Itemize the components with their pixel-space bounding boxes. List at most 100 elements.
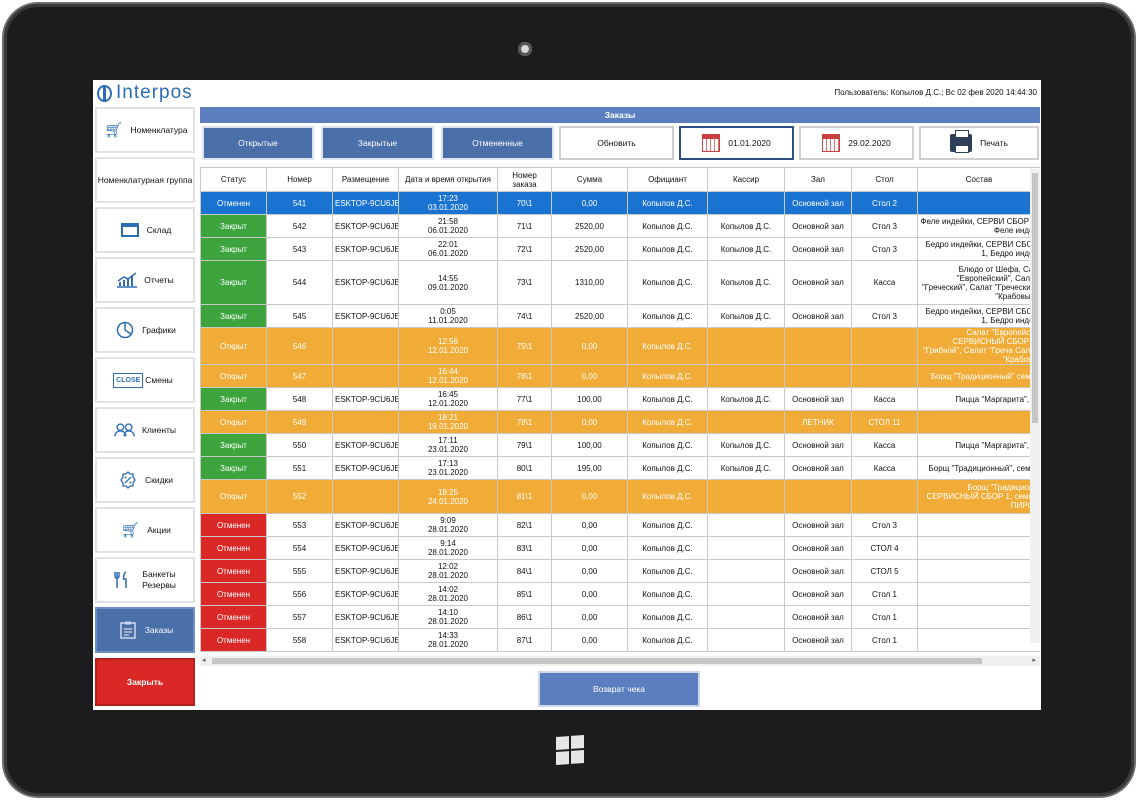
scroll-right-icon[interactable]: ▸ [1032, 657, 1036, 664]
order-time: 18:21 [437, 413, 459, 422]
table-cell: Касса [851, 456, 918, 480]
print-label: Печать [980, 138, 1008, 148]
waiter-cell: Копылов Д.С. [627, 513, 708, 537]
sidebar-item-nomenclature-group[interactable]: Номенклатурная группа [95, 157, 195, 203]
cashier-cell: Копылов Д.С. [707, 433, 785, 457]
col-header-number[interactable]: Номер [266, 167, 333, 192]
date-from-button[interactable]: 01.01.2020 [679, 126, 794, 160]
items-cell [917, 536, 1040, 560]
table-row[interactable]: Отменен 541 ESKTOP-9CU6JES 17:23 03.01.2020 7… [200, 191, 1040, 215]
number-cell: 547 [266, 364, 333, 388]
col-header-table[interactable]: Стол [851, 167, 918, 192]
sidebar-item-shifts[interactable]: CLOSE Смены [95, 357, 195, 403]
sidebar-item-promotions[interactable]: 🛒︎ Акции [95, 507, 195, 553]
order-date: 28.01.2020 [427, 640, 469, 649]
number-cell: 548 [266, 387, 333, 411]
hall-cell: Основной зал [784, 260, 852, 305]
hall-cell: Основной зал [784, 582, 852, 606]
sidebar-item-warehouse[interactable]: Склад [95, 207, 195, 253]
horizontal-scroll-thumb[interactable] [212, 658, 982, 664]
cashier-cell [707, 513, 785, 537]
cashier-cell [707, 536, 785, 560]
table-row[interactable]: Отменен 553 ESKTOP-9CU6JES 9:09 28.01.2020 82… [200, 513, 1040, 537]
sidebar-item-charts[interactable]: Графики [95, 307, 195, 353]
table-row[interactable]: Закрыт 545 ESKTOP-9CU6JES 0:05 11.01.2020 74\… [200, 304, 1040, 328]
windows-logo-icon[interactable] [556, 735, 584, 765]
col-header-waiter[interactable]: Официант [627, 167, 708, 192]
col-header-status[interactable]: Статус [200, 167, 267, 192]
sidebar-item-orders[interactable]: Заказы [95, 607, 195, 653]
number-cell: 555 [266, 559, 333, 583]
vertical-scroll-thumb[interactable] [1032, 173, 1038, 423]
date-to-button[interactable]: 29.02.2020 [799, 126, 914, 160]
table-row[interactable]: Закрыт 543 ESKTOP-9CU6JES 22:01 06.01.2020 72… [200, 237, 1040, 261]
table-row[interactable]: Отменен 557 ESKTOP-9CU6JES 14:10 28.01.2020 8… [200, 605, 1040, 629]
table-row[interactable]: Закрыт 542 ESKTOP-9CU6JES 21:58 06.01.2020 71… [200, 214, 1040, 238]
cutlery-icon [111, 571, 133, 589]
sidebar-item-discounts[interactable]: Скидки [95, 457, 195, 503]
hall-cell [784, 327, 852, 365]
cashier-cell: Копылов Д.С. [707, 237, 785, 261]
number-cell: 558 [266, 628, 333, 652]
hall-cell: Основной зал [784, 387, 852, 411]
place-cell: ESKTOP-9CU6JES [332, 536, 399, 560]
print-button[interactable]: Печать [919, 126, 1039, 160]
filter-open-button[interactable]: Открытые [202, 126, 314, 160]
table-cell: СТОЛ 11 [851, 410, 918, 434]
sidebar-item-banquets[interactable]: Банкеты Резервы [95, 557, 195, 603]
status-cell: Закрыт [200, 387, 267, 411]
hall-cell: Основной зал [784, 536, 852, 560]
order-time: 0:05 [440, 307, 456, 316]
status-cell: Открыт [200, 364, 267, 388]
filter-closed-button[interactable]: Закрытые [321, 126, 434, 160]
table-row[interactable]: Отменен 556 ESKTOP-9CU6JES 14:02 28.01.2020 8… [200, 582, 1040, 606]
table-row[interactable]: Закрыт 550 ESKTOP-9CU6JES 17:11 23.01.2020 79… [200, 433, 1040, 457]
table-row[interactable]: Отменен 554 ESKTOP-9CU6JES 9:14 28.01.2020 83… [200, 536, 1040, 560]
waiter-cell: Копылов Д.С. [627, 605, 708, 629]
datetime-cell: 14:33 28.01.2020 [398, 628, 498, 652]
col-header-items[interactable]: Состав [917, 167, 1040, 192]
return-receipt-button[interactable]: Возврат чека [538, 671, 700, 707]
col-header-cashier[interactable]: Кассир [707, 167, 785, 192]
waiter-cell: Копылов Д.С. [627, 260, 708, 305]
order-time: 12:56 [437, 337, 459, 346]
table-row[interactable]: Закрыт 544 ESKTOP-9CU6JES 14:55 09.01.2020 73… [200, 260, 1040, 305]
filter-cancelled-button[interactable]: Отмененные [441, 126, 554, 160]
scroll-left-icon[interactable]: ◂ [202, 657, 206, 664]
table-row[interactable]: Отменен 555 ESKTOP-9CU6JES 12:02 28.01.2020 8… [200, 559, 1040, 583]
sidebar-item-nomenclature[interactable]: 🛒︎ Номенклатура [95, 107, 195, 153]
sidebar-item-clients[interactable]: Клиенты [95, 407, 195, 453]
table-row[interactable]: Закрыт 551 ESKTOP-9CU6JES 17:13 23.01.2020 80… [200, 456, 1040, 480]
close-button[interactable]: Закрыть [95, 658, 195, 706]
col-header-place[interactable]: Размещение [332, 167, 399, 192]
col-header-opened[interactable]: Дата и время открытия [398, 167, 498, 192]
table-cell [851, 364, 918, 388]
refresh-button[interactable]: Обновить [559, 126, 674, 160]
vertical-scrollbar[interactable] [1030, 169, 1040, 643]
table-row[interactable]: Закрыт 548 ESKTOP-9CU6JES 16:45 12.01.2020 77… [200, 387, 1040, 411]
sum-cell: 0,00 [551, 327, 628, 365]
status-cell: Отменен [200, 559, 267, 583]
cashier-cell [707, 628, 785, 652]
order-number-cell: 86\1 [497, 605, 552, 629]
table-row[interactable]: Открыт 552 18:25 24.01.2020 81\1 0,00 Копылов … [200, 479, 1040, 514]
table-header-row: Статус Номер Размещение Дата и время отк… [200, 167, 1040, 192]
table-cell: Касса [851, 260, 918, 305]
status-cell: Закрыт [200, 304, 267, 328]
col-header-order-number[interactable]: Номер заказа [497, 167, 552, 192]
place-cell: ESKTOP-9CU6JES [332, 433, 399, 457]
horizontal-scrollbar[interactable]: ◂ ▸ [200, 656, 1040, 666]
place-cell: ESKTOP-9CU6JES [332, 304, 399, 328]
col-header-sum[interactable]: Сумма [551, 167, 628, 192]
col-header-hall[interactable]: Зал [784, 167, 852, 192]
table-row[interactable]: Отменен 558 ESKTOP-9CU6JES 14:33 28.01.2020 8… [200, 628, 1040, 652]
sidebar-item-reports[interactable]: Отчеты [95, 257, 195, 303]
number-cell: 552 [266, 479, 333, 514]
items-cell [917, 410, 1040, 434]
table-row[interactable]: Открыт 546 12:56 12.01.2020 75\1 0,00 Копылов … [200, 327, 1040, 365]
table-row[interactable]: Открыт 549 18:21 19.01.2020 78\1 0,00 Копылов … [200, 410, 1040, 434]
place-cell: ESKTOP-9CU6JES [332, 582, 399, 606]
table-cell: Стол 3 [851, 214, 918, 238]
return-receipt-label: Возврат чека [592, 683, 646, 694]
table-row[interactable]: Открыт 547 16:44 12.01.2020 76\1 0,00 Копылов … [200, 364, 1040, 388]
